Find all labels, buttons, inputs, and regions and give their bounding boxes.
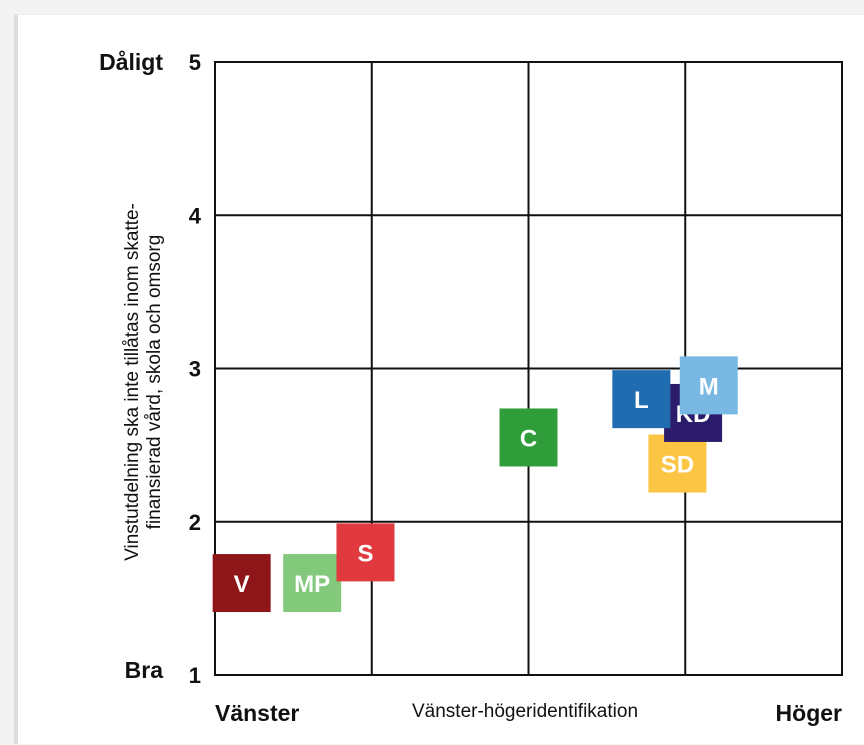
party-marker-mp: MP bbox=[283, 554, 342, 613]
y-tick-label-1: 1 bbox=[189, 663, 201, 688]
party-square-c bbox=[499, 408, 558, 467]
chart-card: 1 2 3 4 5 Dåligt Bra Vinstutdelning ska inte… bbox=[14, 14, 864, 744]
y-tick-label-3: 3 bbox=[189, 357, 201, 382]
x-right-label: Höger bbox=[776, 700, 843, 726]
party-label-sd: SD bbox=[661, 452, 694, 479]
party-marker-m: M bbox=[679, 356, 738, 415]
party-label-m: M bbox=[699, 373, 719, 400]
party-marker-s: S bbox=[336, 523, 395, 582]
party-square-mp bbox=[283, 554, 342, 613]
x-axis-label: Vänster-högeridentifikation bbox=[412, 701, 638, 722]
party-label-v: V bbox=[234, 571, 250, 598]
y-axis-label-line2: finansierad vård, skola och omsorg bbox=[144, 235, 165, 530]
y-axis-label-line1: Vinstutdelning ska inte tillåtas inom sk… bbox=[122, 203, 143, 561]
party-marker-v: V bbox=[212, 554, 271, 613]
y-top-label: Dåligt bbox=[99, 49, 163, 75]
y-tick-label-5: 5 bbox=[189, 50, 201, 75]
party-square-s bbox=[336, 523, 395, 582]
party-square-m bbox=[679, 356, 738, 415]
party-marker-c: C bbox=[499, 408, 558, 467]
party-label-l: L bbox=[634, 387, 649, 414]
party-square-sd bbox=[648, 434, 707, 493]
party-marker-sd: SD bbox=[648, 434, 707, 493]
x-left-label: Vänster bbox=[215, 700, 299, 726]
y-tick-label-2: 2 bbox=[189, 510, 201, 535]
y-bottom-label: Bra bbox=[125, 657, 164, 683]
party-marker-l: L bbox=[612, 370, 671, 429]
scatter-chart: 1 2 3 4 5 Dåligt Bra Vinstutdelning ska inte… bbox=[99, 49, 843, 726]
party-label-c: C bbox=[520, 425, 537, 452]
party-square-l bbox=[612, 370, 671, 429]
party-square-v bbox=[212, 554, 271, 613]
y-ticks: 1 2 3 4 5 bbox=[189, 50, 202, 688]
party-label-mp: MP bbox=[294, 571, 330, 598]
y-tick-label-4: 4 bbox=[189, 203, 202, 228]
party-label-s: S bbox=[357, 540, 373, 567]
